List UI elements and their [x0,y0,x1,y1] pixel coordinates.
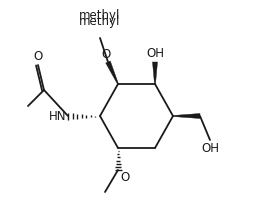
Text: O: O [120,171,129,184]
Text: OH: OH [201,142,219,155]
Polygon shape [106,61,119,84]
Text: methyl: methyl [79,15,121,28]
Polygon shape [153,62,158,84]
Text: OH: OH [146,47,164,60]
Text: O: O [33,50,43,63]
Text: HN: HN [49,110,66,122]
Text: methyl: methyl [79,9,121,22]
Text: O: O [101,48,110,61]
Polygon shape [173,113,200,119]
